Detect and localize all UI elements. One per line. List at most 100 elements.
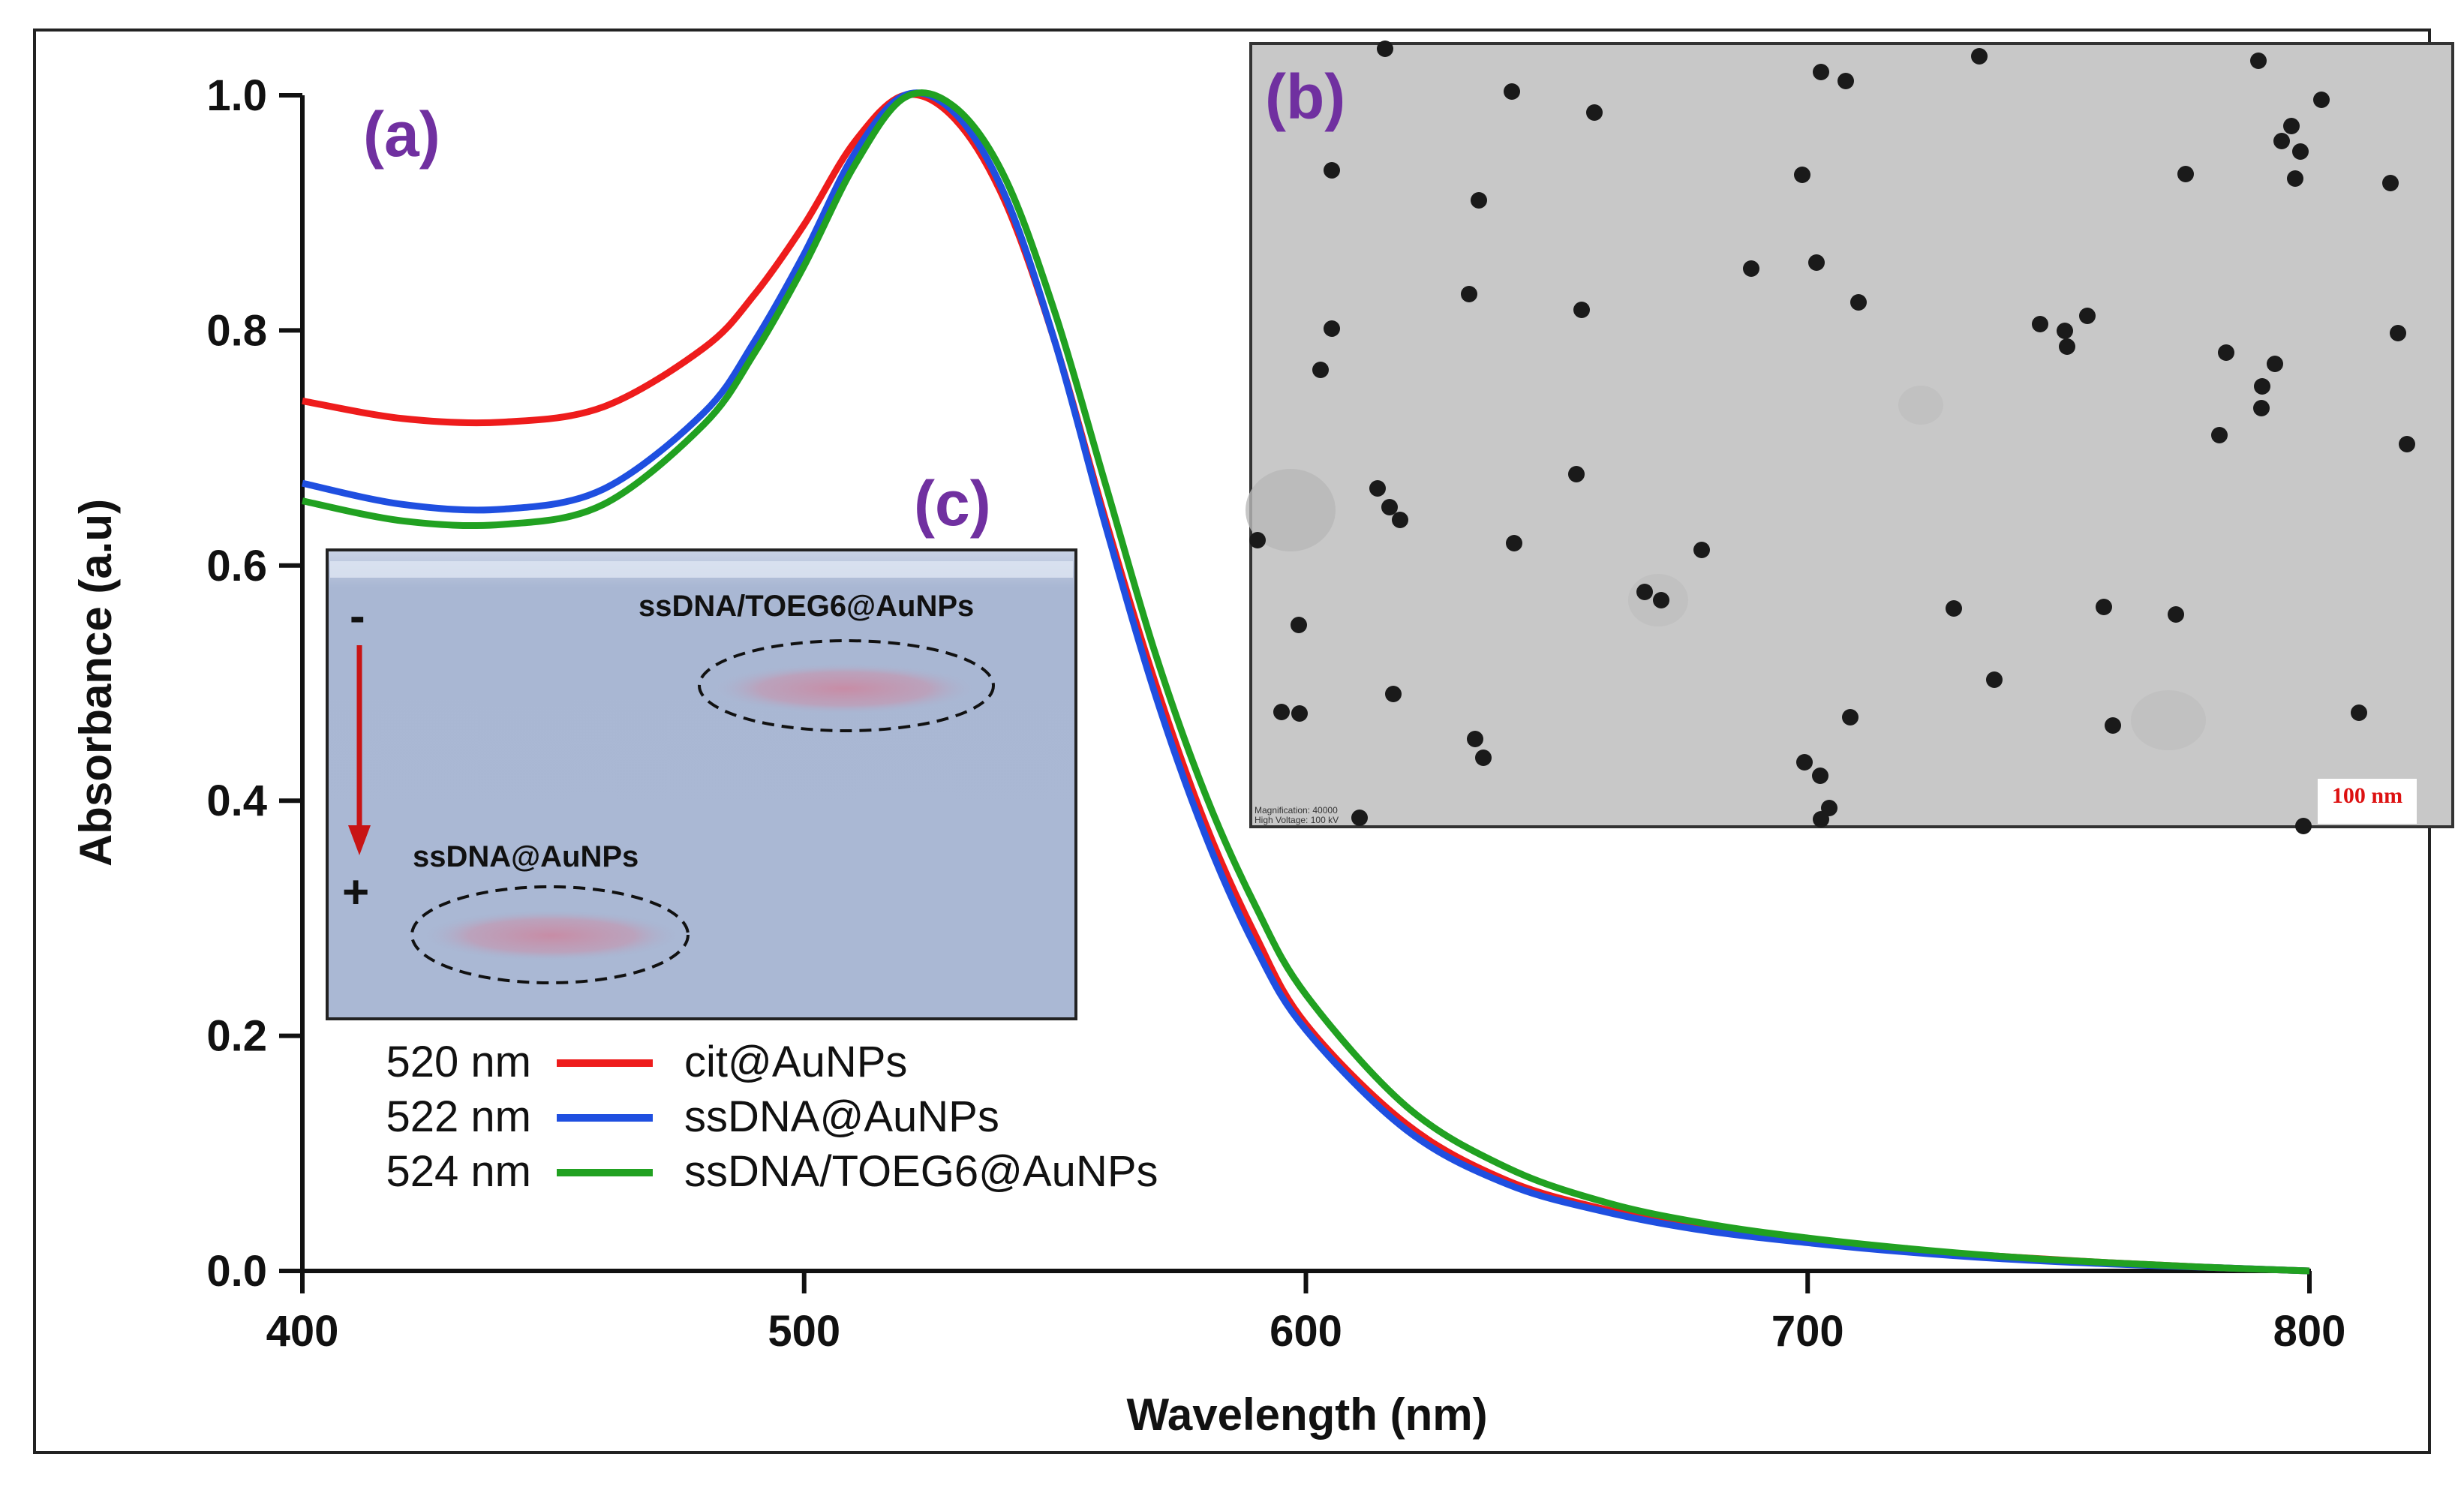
tem-nanoparticle (1249, 532, 1266, 548)
band-top-label: ssDNA/TOEG6@AuNPs (639, 590, 974, 623)
tem-image-inset: (b) Magnification: 40000 High Voltage: 1… (1246, 41, 2454, 834)
tem-nanoparticle (2295, 818, 2312, 834)
tem-nanoparticle (1586, 104, 1603, 121)
tem-nanoparticle (2105, 717, 2121, 734)
tem-nanoparticle (1693, 542, 1710, 558)
tem-nanoparticle (1743, 260, 1759, 277)
tem-nanoparticle (1504, 83, 1520, 100)
tem-nanoparticle (2313, 92, 2330, 108)
tem-film-blotch (2131, 690, 2206, 750)
tem-nanoparticle (2292, 143, 2309, 160)
tem-nanoparticle (2250, 53, 2267, 69)
tem-nanoparticle (1796, 754, 1813, 771)
tem-nanoparticle (2287, 170, 2303, 187)
tem-nanoparticle (1392, 512, 1408, 528)
scale-bar-label: 100 nm (2332, 783, 2402, 808)
tem-nanoparticle (2218, 344, 2234, 361)
tem-nanoparticle (2096, 599, 2112, 615)
y-tick-label: 0.6 (206, 542, 267, 590)
tem-nanoparticle (2253, 400, 2270, 416)
tem-nanoparticle (1291, 617, 1307, 633)
tem-nanoparticle (1369, 480, 1386, 497)
y-tick-label: 1.0 (206, 71, 267, 120)
x-tick-label: 400 (266, 1307, 339, 1356)
tem-nanoparticle (2254, 378, 2270, 395)
y-axis-title: Absorbance (a.u) (71, 499, 121, 867)
tem-nanoparticle (1273, 704, 1290, 720)
tem-nanoparticle (1377, 41, 1393, 57)
tem-nanoparticle (1794, 167, 1810, 183)
band-bottom-label: ssDNA@AuNPs (413, 840, 639, 873)
x-tick-label: 800 (2273, 1307, 2346, 1356)
tem-nanoparticle (1653, 592, 1669, 608)
band-bottom-outline (410, 885, 690, 984)
tem-background (1249, 42, 2454, 828)
tem-nanoparticle (1971, 48, 1988, 65)
x-ticks: 400 500 600 700 800 (266, 1271, 2346, 1356)
tem-nanoparticle (1506, 535, 1522, 551)
tem-nanoparticle (1381, 499, 1398, 515)
y-tick-label: 0.4 (206, 777, 267, 825)
tem-nanoparticle (2273, 133, 2290, 149)
tem-nanoparticle (2057, 323, 2073, 339)
y-ticks: 0.0 0.2 0.4 0.6 0.8 1.0 (206, 71, 302, 1296)
tem-nanoparticle (1573, 302, 1590, 318)
tem-nanoparticle (1946, 600, 1962, 617)
tem-nanoparticle (2283, 118, 2300, 134)
tem-particles (1249, 41, 2415, 834)
tem-nanoparticle (2399, 436, 2415, 452)
tem-nanoparticle (1467, 731, 1483, 747)
tem-nanoparticle (2059, 338, 2075, 355)
y-tick-label: 0.8 (206, 306, 267, 355)
tem-nanoparticle (2390, 325, 2406, 341)
tem-nanoparticle (1808, 254, 1825, 271)
legend: 520 nm cit@AuNPs 522 nm ssDNA@AuNPs 524 nm ss… (386, 1038, 1158, 1196)
tem-nanoparticle (1471, 192, 1487, 209)
tem-nanoparticle (1324, 320, 1340, 337)
panel-label-a: (a) (363, 99, 440, 170)
tem-nanoparticle (2382, 175, 2399, 191)
scale-bar-box (2318, 779, 2417, 824)
legend-peak-label: 522 nm (386, 1092, 531, 1141)
legend-peak-label: 520 nm (386, 1038, 531, 1086)
band-top-outline (698, 639, 995, 732)
tem-nanoparticle (1461, 286, 1477, 302)
gel-electrophoresis-inset: - + ssDNA/TOEG6@AuNPs ssDNA@AuNPs (326, 548, 1077, 1020)
y-tick-label: 0.2 (206, 1012, 267, 1061)
tem-nanoparticle (1813, 811, 1829, 828)
y-tick-label: 0.0 (206, 1247, 267, 1296)
x-tick-label: 700 (1771, 1307, 1844, 1356)
series-lines (302, 89, 2310, 1275)
tem-nanoparticle (1813, 64, 1829, 80)
tem-nanoparticle (1385, 686, 1402, 702)
legend-series-name: ssDNA/TOEG6@AuNPs (684, 1147, 1158, 1196)
tem-nanoparticle (2267, 356, 2283, 372)
band-top-fill (713, 663, 975, 714)
tem-nanoparticle (1312, 362, 1329, 378)
panel-label-c: (c) (914, 468, 991, 539)
legend-peak-label: 524 nm (386, 1147, 531, 1196)
tem-nanoparticle (1568, 466, 1585, 482)
tem-nanoparticle (1636, 584, 1653, 600)
x-tick-label: 600 (1270, 1307, 1342, 1356)
series-line-2 (302, 89, 2310, 1275)
tem-nanoparticle (1837, 73, 1854, 89)
panel-label-b: (b) (1265, 62, 1345, 132)
tem-nanoparticle (2351, 704, 2367, 721)
legend-series-name: cit@AuNPs (684, 1038, 907, 1086)
gel-minus-sign: - (350, 590, 365, 642)
tem-nanoparticle (2211, 427, 2228, 443)
tem-film-blotch (1898, 386, 1943, 425)
tem-nanoparticle (1351, 810, 1368, 826)
tem-meta-voltage: High Voltage: 100 kV (1255, 815, 1339, 825)
x-axis-title: Wavelength (nm) (1126, 1389, 1487, 1440)
axes: 0.0 0.2 0.4 0.6 0.8 1.0 400 500 600 700 800 Wavel… (71, 71, 2345, 1440)
tem-nanoparticle (1850, 294, 1867, 311)
tem-nanoparticle (1291, 705, 1308, 722)
tem-nanoparticle (2168, 606, 2184, 623)
gel-plus-sign: + (342, 867, 369, 918)
tem-nanoparticle (2177, 166, 2194, 182)
tem-nanoparticle (1986, 671, 2003, 688)
tem-nanoparticle (2032, 316, 2048, 332)
